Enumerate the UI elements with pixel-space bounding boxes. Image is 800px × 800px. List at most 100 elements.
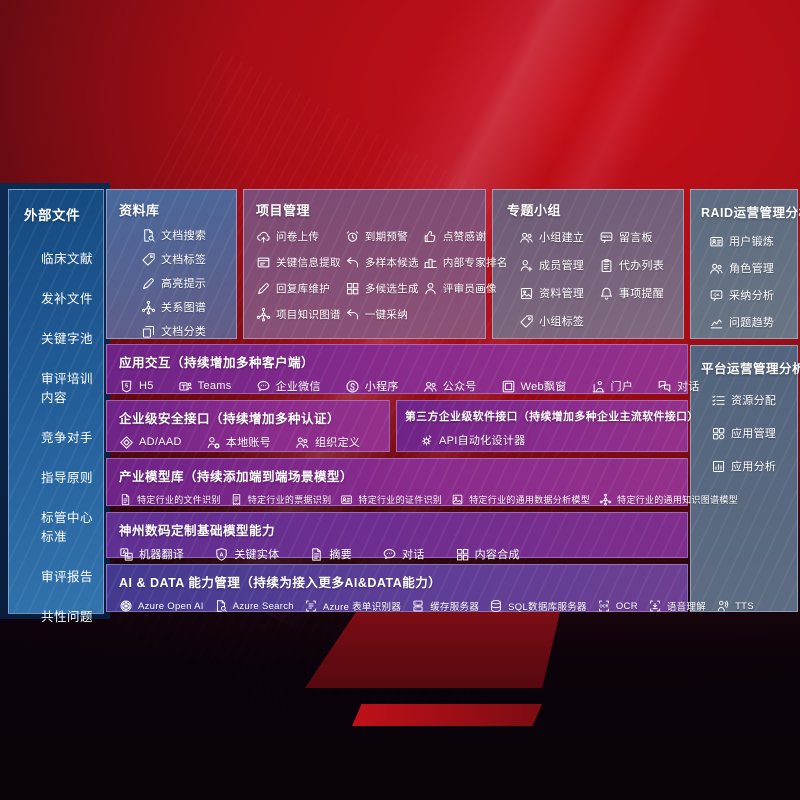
- feature-label: Web飘窗: [520, 381, 567, 393]
- monitor-base-shape: [352, 704, 542, 726]
- feature-label: 回复库维护: [276, 283, 330, 295]
- feature-item: 评审员画像: [423, 281, 508, 296]
- feature-item: 小组建立: [519, 229, 599, 245]
- feature-item: 项目知识图谱: [256, 307, 341, 322]
- feature-label: 语音理解: [666, 602, 707, 613]
- sidebar-item: 临床文献: [41, 252, 94, 266]
- reply-icon: [345, 255, 360, 270]
- row-title: 神州数码定制基础模型能力: [119, 524, 276, 538]
- feature-label: 门户: [610, 381, 634, 393]
- feature-label: TTS: [735, 600, 754, 612]
- panel-topic-groups: 专题小组 小组建立 留言板 成员管理 代办列表 资料管理 事项提醒 小组标签: [492, 189, 684, 339]
- feature-item: H5: [119, 379, 154, 394]
- row-title: AI & DATA 能力管理（持续为接入更多AI&DATA能力）: [119, 576, 442, 590]
- feature-label: 项目知识图谱: [276, 309, 341, 321]
- feature-label: 关系图谱: [161, 302, 207, 314]
- feature-item: Teams: [178, 379, 232, 394]
- feature-item: 代办列表: [599, 257, 675, 273]
- extract-icon: [256, 255, 271, 270]
- person-gear-icon: [206, 435, 221, 450]
- feature-label: 缓存服务器: [430, 602, 480, 613]
- doc-icon: [119, 493, 132, 506]
- feature-item: API自动化设计器: [419, 432, 525, 448]
- org-icon: [295, 435, 310, 450]
- thumb-icon: [423, 229, 438, 244]
- feature-label: 文档搜索: [161, 230, 207, 242]
- feature-label: 到期预警: [364, 231, 409, 243]
- feature-item: AD/AAD: [119, 435, 182, 450]
- rank-icon: [423, 255, 438, 270]
- feature-item: 事项提醒: [599, 285, 675, 301]
- feature-label: 资源分配: [731, 395, 777, 407]
- sidebar-item: 共性问题: [41, 610, 94, 624]
- feature-item: 特定行业的通用数据分析模型: [451, 493, 590, 506]
- feature-label: 文档标签: [161, 254, 207, 266]
- feature-item: Azure Search: [214, 599, 294, 613]
- feature-label: 资料管理: [539, 288, 585, 300]
- feature-label: 公众号: [442, 381, 477, 393]
- clipboard-icon: [599, 258, 614, 273]
- feature-label: 一键采纳: [364, 309, 409, 321]
- feature-item: 关键实体: [214, 546, 279, 562]
- feature-label: 事项提醒: [618, 288, 665, 300]
- feature-list: 资源分配 应用管理 应用分析: [711, 392, 797, 474]
- feature-item: 小程序: [345, 378, 399, 394]
- people-icon: [709, 261, 724, 276]
- feature-item: Azure 表单识别器: [304, 599, 401, 613]
- feature-label: Azure 表单识别器: [322, 602, 402, 613]
- panel-project-management: 项目管理 问卷上传 到期预警 点赞感谢 关键信息提取 多样本候选 内部专家排名 回复库维护 多…: [243, 189, 507, 339]
- feature-item: 机器翻译: [119, 546, 184, 562]
- feature-item: 资源分配: [711, 392, 797, 408]
- feature-list: 文档搜索文档标签高亮提示关系图谱文档分类: [141, 227, 236, 339]
- feature-label: 点赞感谢: [442, 231, 487, 243]
- sidebar-item: 审评培训内容: [41, 372, 94, 405]
- pen-icon: [141, 276, 156, 291]
- feature-label: 关键实体: [234, 549, 280, 561]
- bell-icon: [599, 286, 614, 301]
- graph-icon: [599, 493, 612, 506]
- feature-label: 特定行业的票据识别: [247, 495, 332, 505]
- feature-label: Teams: [197, 380, 232, 392]
- grid4-icon: [345, 281, 360, 296]
- graph-icon: [256, 307, 271, 322]
- feature-label: 用户锻炼: [729, 236, 775, 248]
- feature-label: H5: [139, 380, 154, 392]
- feature-label: 成员管理: [539, 260, 585, 272]
- feature-item: 关键信息提取: [256, 255, 341, 270]
- row-title: 产业模型库（持续添加端到端场景模型）: [119, 470, 354, 484]
- row-title: 第三方企业级软件接口（持续增加多种企业主流软件接口）: [405, 411, 699, 423]
- feature-list: Azure Open AI Azure Search Azure 表单识别器 缓存服务…: [119, 599, 754, 613]
- panel-platform-analytics: 平台运营管理分析 资源分配 应用管理 应用分析: [690, 345, 800, 612]
- row-security-interface: 企业级安全接口（持续增加多种认证） AD/AAD 本地账号 组织定义: [106, 400, 390, 452]
- feature-label: 问卷上传: [276, 231, 320, 243]
- form-icon: [304, 599, 318, 613]
- row-foundation-models: 神州数码定制基础模型能力 机器翻译 关键实体 摘要 对话 内容合成: [106, 512, 688, 561]
- sidebar-item: 关键字池: [41, 332, 94, 346]
- database-icon: [489, 599, 503, 613]
- ocr-icon: [597, 599, 611, 613]
- feature-label: OCR: [615, 600, 638, 612]
- feature-label: 高亮提示: [161, 278, 207, 290]
- feature-item: 门户: [591, 378, 634, 394]
- feature-label: 文档分类: [161, 326, 207, 338]
- chat-icon: [256, 379, 271, 394]
- feature-label: 留言板: [618, 232, 653, 244]
- bbs-icon: [599, 230, 614, 245]
- feature-label: 内容合成: [474, 549, 520, 561]
- feature-item: 内部专家排名: [423, 255, 508, 270]
- sidebar-item: 标管中心标准: [41, 511, 94, 544]
- feature-list: 用户锻炼 角色管理 采纳分析 问题趋势: [709, 233, 797, 330]
- feature-item: TTS: [716, 599, 754, 613]
- panel-title: 平台运营管理分析: [701, 362, 800, 376]
- feature-item: 点赞感谢: [423, 229, 508, 244]
- feature-item: 组织定义: [295, 434, 360, 450]
- gear-icon: [419, 433, 434, 448]
- server-icon: [411, 599, 425, 613]
- feature-label: 应用分析: [731, 461, 777, 473]
- sidebar-item: 竞争对手: [41, 431, 94, 445]
- feature-label: SQL数据库服务器: [508, 602, 587, 613]
- feature-item: 到期预警: [345, 229, 419, 244]
- feature-list: 问卷上传 到期预警 点赞感谢 关键信息提取 多样本候选 内部专家排名 回复库维护 多候选生成 评…: [256, 229, 507, 322]
- feature-item: OCR: [597, 599, 638, 613]
